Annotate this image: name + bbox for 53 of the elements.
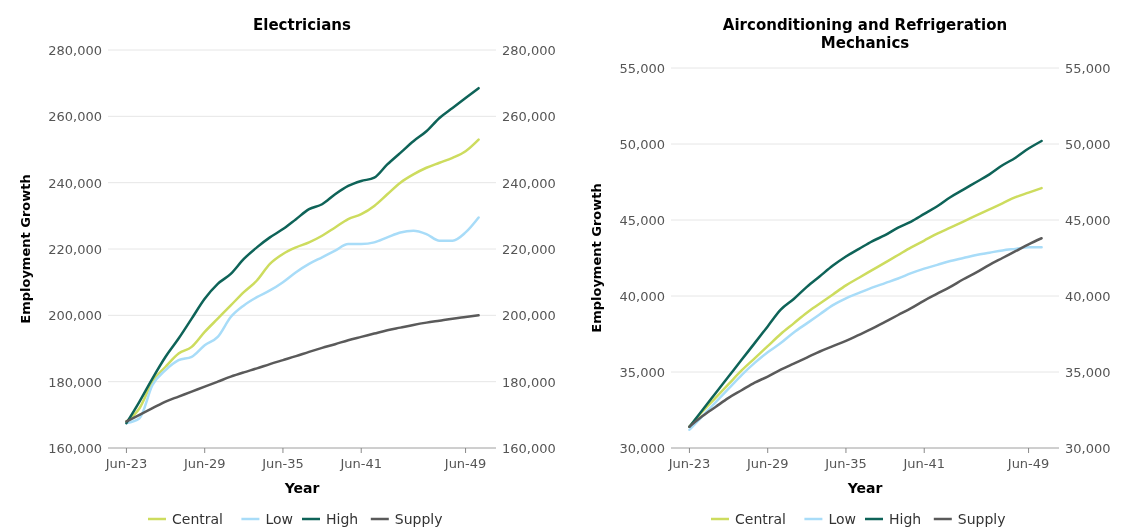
y2-tick-label: 55,000 bbox=[1065, 61, 1111, 76]
y2-tick-label: 35,000 bbox=[1065, 365, 1111, 380]
y-tick-label: 260,000 bbox=[48, 109, 102, 125]
y2-tick-label: 40,000 bbox=[1065, 289, 1111, 304]
legend-label: Supply bbox=[394, 511, 443, 527]
x-axis-title: Year bbox=[283, 480, 320, 496]
legend-label: Low bbox=[265, 511, 293, 527]
x-tick-label: Jun-49 bbox=[1006, 456, 1050, 471]
y-tick-label: 240,000 bbox=[48, 175, 102, 191]
legend-label: Low bbox=[828, 511, 856, 527]
x-tick-label: Jun-23 bbox=[667, 456, 711, 471]
chart-title: Electricians bbox=[253, 16, 352, 34]
y2-tick-label: 45,000 bbox=[1065, 213, 1111, 228]
y-tick-label: 200,000 bbox=[48, 308, 102, 324]
legend-label: High bbox=[889, 511, 922, 527]
y2-tick-label: 220,000 bbox=[502, 242, 556, 257]
y2-tick-label: 50,000 bbox=[1065, 137, 1111, 152]
legend-label: Supply bbox=[957, 511, 1006, 527]
y-tick-label: 180,000 bbox=[48, 374, 102, 390]
x-tick-label: Jun-41 bbox=[902, 456, 945, 471]
y2-tick-label: 160,000 bbox=[502, 441, 556, 456]
y2-tick-label: 180,000 bbox=[502, 374, 556, 390]
x-tick-label: Jun-29 bbox=[745, 456, 789, 471]
y-tick-label: 30,000 bbox=[619, 441, 665, 456]
y-tick-label: 220,000 bbox=[48, 242, 102, 257]
y2-tick-label: 200,000 bbox=[502, 308, 556, 324]
y2-tick-label: 280,000 bbox=[502, 43, 556, 58]
y-axis-title: Employment Growth bbox=[589, 183, 604, 333]
x-tick-label: Jun-41 bbox=[339, 456, 382, 471]
x-tick-label: Jun-29 bbox=[182, 456, 226, 471]
x-tick-label: Jun-35 bbox=[824, 456, 867, 471]
y2-tick-label: 260,000 bbox=[502, 109, 556, 125]
x-tick-label: Jun-23 bbox=[104, 456, 148, 471]
y-tick-label: 45,000 bbox=[619, 213, 665, 228]
y-tick-label: 280,000 bbox=[48, 43, 102, 58]
legend-label: High bbox=[326, 511, 359, 527]
chart-title: Airconditioning and Refrigeration Mechanics bbox=[722, 16, 1008, 52]
y2-tick-label: 240,000 bbox=[502, 175, 556, 191]
legend-label: Central bbox=[735, 511, 786, 527]
y-tick-label: 35,000 bbox=[619, 365, 665, 380]
y2-tick-label: 30,000 bbox=[1065, 441, 1111, 456]
line-series bbox=[125, 314, 480, 423]
x-axis-title: Year bbox=[846, 480, 883, 496]
line-series bbox=[125, 216, 480, 425]
legend-label: Central bbox=[172, 511, 223, 527]
y-tick-label: 160,000 bbox=[48, 441, 102, 456]
x-tick-label: Jun-49 bbox=[443, 456, 487, 471]
y-axis-title: Employment Growth bbox=[18, 174, 33, 324]
y-tick-label: 55,000 bbox=[619, 61, 665, 76]
y-tick-label: 40,000 bbox=[619, 289, 665, 304]
y-tick-label: 50,000 bbox=[619, 137, 665, 152]
line-series bbox=[125, 86, 480, 425]
x-tick-label: Jun-35 bbox=[261, 456, 304, 471]
